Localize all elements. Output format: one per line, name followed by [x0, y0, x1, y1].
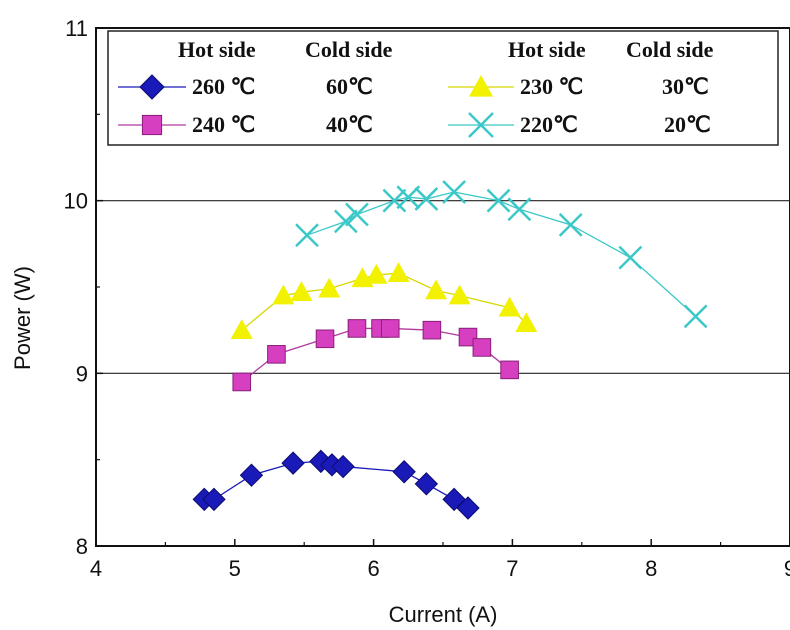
legend-cold-20: 20℃ — [664, 112, 711, 137]
data-point-triangle — [230, 319, 253, 339]
data-point-cross — [486, 188, 511, 213]
data-point-square — [472, 338, 492, 357]
legend-cold-40: 40℃ — [326, 112, 373, 137]
x-axis-title: Current (A) — [389, 602, 498, 627]
legend-hot-220: 220℃ — [520, 112, 578, 137]
data-point-square — [141, 114, 163, 136]
data-point-cross — [345, 202, 369, 227]
y-tick-label: 8 — [76, 534, 88, 559]
cross-stroke — [683, 304, 708, 329]
data-point-square — [422, 320, 442, 340]
data-point-diamond — [202, 487, 226, 512]
y-tick-label: 9 — [76, 361, 88, 386]
x-tick-label: 8 — [645, 556, 657, 581]
data-point-square — [380, 319, 400, 338]
x-axis: 4 5 6 7 8 9 — [90, 539, 790, 581]
x-tick-label: 9 — [784, 556, 790, 581]
legend-header-cold-left: Cold side — [305, 37, 393, 62]
x-tick-label: 7 — [506, 556, 518, 581]
data-point-diamond — [414, 472, 439, 496]
y-axis-title: Power (W) — [10, 266, 35, 370]
cross-stroke — [618, 245, 643, 270]
y-tick-label: 11 — [65, 16, 88, 41]
cross-stroke — [486, 188, 511, 213]
y-tick-label: 10 — [64, 189, 88, 214]
legend-header-cold-right: Cold side — [626, 37, 714, 62]
data-point-triangle — [498, 296, 521, 317]
data-point-cross — [468, 112, 494, 138]
data-point-cross — [333, 209, 358, 234]
series-0 — [192, 449, 480, 520]
legend-hot-260: 260 ℃ — [192, 74, 255, 99]
cross-stroke — [507, 197, 532, 222]
series-layer — [192, 180, 708, 520]
data-point-square — [458, 327, 478, 347]
data-point-square — [500, 360, 519, 380]
data-point-square — [267, 345, 286, 364]
data-point-cross — [558, 212, 583, 237]
data-point-triangle — [469, 75, 493, 97]
cross-stroke — [382, 188, 407, 213]
data-point-cross — [507, 197, 532, 222]
data-point-diamond — [139, 74, 165, 100]
legend-cold-30: 30℃ — [662, 74, 709, 99]
cross-stroke — [333, 209, 358, 234]
legend: Hot side Cold side Hot side Cold side 26… — [107, 30, 779, 146]
data-point-cross — [618, 245, 643, 270]
legend-box — [107, 30, 779, 146]
data-point-triangle — [318, 277, 341, 298]
cross-stroke — [295, 223, 319, 248]
data-point-cross — [382, 188, 407, 213]
legend-cold-60: 60℃ — [326, 74, 373, 99]
grid-lines — [96, 200, 790, 374]
data-point-triangle — [365, 263, 388, 284]
data-point-diamond — [392, 460, 416, 484]
data-point-square — [347, 319, 367, 338]
data-point-triangle — [448, 284, 471, 305]
data-point-triangle — [290, 281, 313, 301]
data-point-triangle — [425, 279, 448, 300]
data-point-cross — [683, 304, 708, 329]
series-3 — [295, 180, 708, 329]
legend-hot-240: 240 ℃ — [192, 112, 255, 137]
cross-stroke — [442, 180, 466, 204]
cross-stroke — [558, 212, 583, 237]
legend-entry-220: 220℃ 20℃ — [448, 112, 711, 138]
legend-entry-240: 240 ℃ 40℃ — [118, 112, 373, 137]
data-point-cross — [442, 180, 466, 204]
data-point-diamond — [456, 496, 480, 520]
data-point-diamond — [239, 463, 264, 487]
legend-entry-230: 230 ℃ 30℃ — [448, 74, 709, 99]
cross-stroke — [468, 112, 494, 138]
legend-hot-230: 230 ℃ — [520, 74, 583, 99]
data-point-triangle — [272, 284, 295, 305]
y-axis: 8 9 10 11 — [64, 16, 103, 559]
data-point-cross — [414, 187, 439, 211]
data-point-diamond — [331, 454, 355, 479]
data-point-triangle — [387, 262, 410, 282]
data-point-square — [315, 329, 335, 349]
x-tick-label: 5 — [229, 556, 241, 581]
cross-stroke — [414, 187, 439, 211]
series-2 — [230, 262, 538, 339]
data-point-diamond — [281, 451, 305, 475]
legend-entry-260: 260 ℃ 60℃ — [118, 74, 373, 100]
data-point-triangle — [515, 312, 538, 333]
legend-header-hot-right: Hot side — [508, 37, 586, 62]
data-point-square — [232, 372, 252, 392]
x-tick-label: 6 — [367, 556, 379, 581]
data-point-cross — [295, 223, 319, 248]
legend-header-hot-left: Hot side — [178, 37, 256, 62]
series-1 — [232, 319, 519, 392]
x-tick-label: 4 — [90, 556, 102, 581]
cross-stroke — [345, 202, 369, 227]
